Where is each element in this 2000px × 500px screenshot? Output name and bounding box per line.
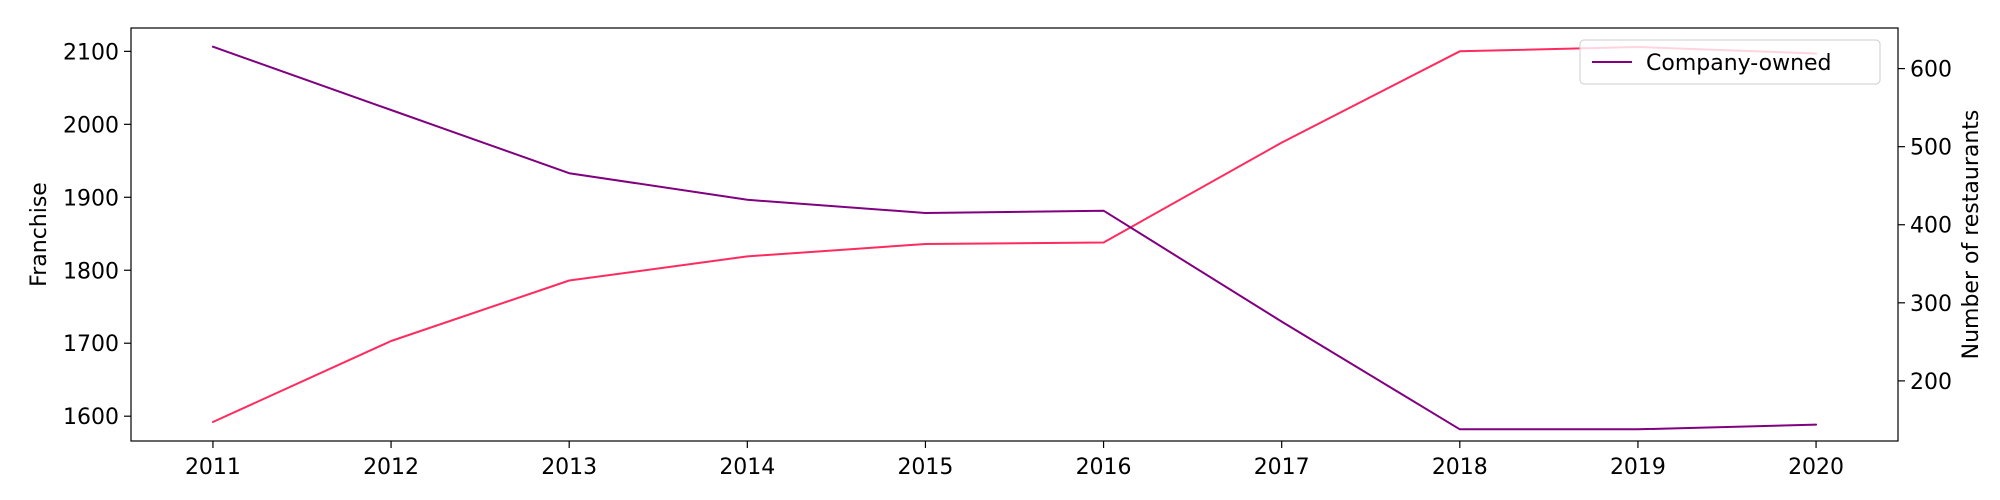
y-right-tick-label: 200 bbox=[1910, 370, 1952, 395]
y-left-tick-label: 1900 bbox=[63, 186, 119, 211]
x-tick-label: 2019 bbox=[1610, 455, 1666, 480]
series-group bbox=[211, 45, 1818, 431]
y-axis-left: 1600 1700 1800 1900 2000 2100 bbox=[63, 40, 131, 430]
y-right-tick-label: 400 bbox=[1910, 214, 1952, 239]
plot-frame bbox=[130, 27, 1899, 442]
y-axis-left-title: Franchise bbox=[27, 182, 52, 287]
legend-box bbox=[1579, 39, 1881, 85]
y-axis-right: 200 300 400 500 600 bbox=[1898, 58, 1952, 395]
y-left-tick-label: 1700 bbox=[63, 332, 119, 357]
legend: Company-owned bbox=[1579, 39, 1881, 85]
x-tick-label: 2018 bbox=[1432, 455, 1488, 480]
plot-area bbox=[130, 27, 1899, 442]
x-tick-label: 2014 bbox=[719, 455, 775, 480]
x-tick-label: 2012 bbox=[363, 455, 419, 480]
y-right-tick-label: 300 bbox=[1910, 292, 1952, 317]
y-left-tick-label: 1600 bbox=[63, 405, 119, 430]
x-tick-label: 2017 bbox=[1254, 455, 1310, 480]
x-tick-label: 2020 bbox=[1788, 455, 1844, 480]
x-tick-label: 2011 bbox=[185, 455, 241, 480]
x-tick-label: 2015 bbox=[897, 455, 953, 480]
x-tick-label: 2013 bbox=[541, 455, 597, 480]
y-axis-right-title: Number of restaurants bbox=[1959, 110, 1984, 360]
x-tick-label: 2016 bbox=[1076, 455, 1132, 480]
series-line-company-owned bbox=[211, 45, 1818, 431]
series-line-franchise bbox=[211, 46, 1818, 423]
x-axis: 2011 2012 2013 2014 2015 2016 2017 2018 2019 2020 bbox=[185, 441, 1844, 480]
y-left-tick-label: 2000 bbox=[63, 113, 119, 138]
y-left-tick-label: 1800 bbox=[63, 259, 119, 284]
y-right-tick-label: 500 bbox=[1910, 136, 1952, 161]
y-left-tick-label: 2100 bbox=[63, 40, 119, 65]
y-right-tick-label: 600 bbox=[1910, 58, 1952, 83]
legend-label: Company-owned bbox=[1646, 51, 1832, 76]
